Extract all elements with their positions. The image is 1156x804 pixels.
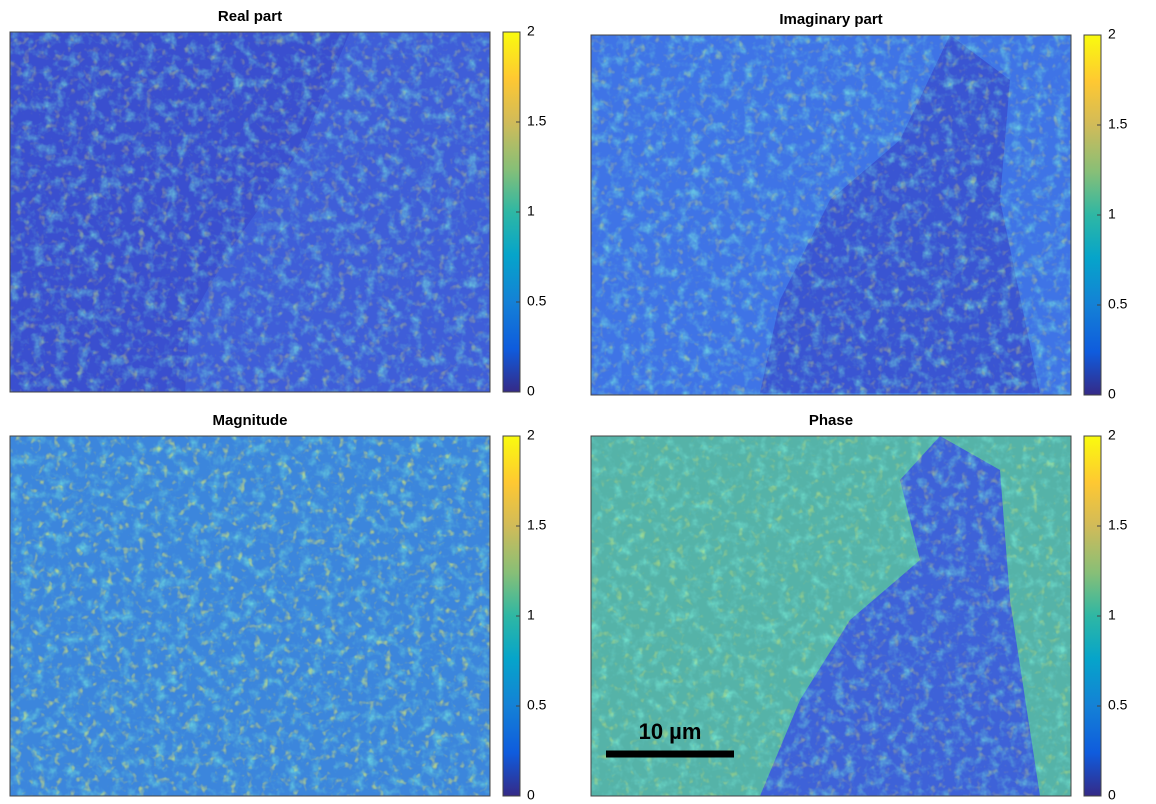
image — [10, 32, 490, 392]
colorbar-tick-label: 1 — [1108, 206, 1116, 222]
colorbar-tick-label: 0.5 — [527, 697, 547, 713]
scale-bar-label: 10 µm — [639, 719, 702, 744]
colorbar-tick-label: 1.5 — [1108, 116, 1128, 132]
colorbar-tick-label: 1.5 — [527, 113, 547, 129]
image-content — [591, 35, 1071, 395]
colorbar-tick-label: 1.5 — [1108, 517, 1128, 533]
colorbar-tick-label: 0 — [527, 787, 535, 803]
colorbar-tick-label: 2 — [527, 23, 535, 39]
image — [591, 35, 1071, 395]
colorbar-tick-label: 1 — [527, 203, 535, 219]
colorbar-tick-label: 0.5 — [1108, 697, 1128, 713]
colorbar-tick-label: 1 — [527, 607, 535, 623]
panel-title: Phase — [809, 412, 853, 429]
colorbar-tick-label: 2 — [527, 427, 535, 443]
panel-title: Magnitude — [213, 412, 288, 429]
colorbar-tick-label: 1 — [1108, 607, 1116, 623]
image-highlights — [591, 35, 1071, 395]
image-content — [10, 436, 490, 796]
colorbar-tick-label: 0.5 — [1108, 296, 1128, 312]
colorbar-tick-label: 0 — [1108, 787, 1116, 803]
panel-title: Real part — [218, 8, 282, 25]
colorbar-tick-label: 0.5 — [527, 293, 547, 309]
figure: Real part 0 0.5 1 1.5 2 Imaginary part 0 0.5 1 1.5… — [0, 0, 1156, 804]
image — [10, 436, 490, 796]
colorbar-tick-label: 2 — [1108, 427, 1116, 443]
colorbar-tick-label: 1.5 — [527, 517, 547, 533]
colorbar-tick-label: 0 — [527, 383, 535, 399]
image-highlights — [10, 436, 490, 796]
panel-title: Imaginary part — [779, 11, 882, 28]
image-highlights — [10, 32, 490, 392]
image-content — [10, 32, 490, 392]
colorbar-tick-label: 0 — [1108, 386, 1116, 402]
colorbar-tick-label: 2 — [1108, 26, 1116, 42]
